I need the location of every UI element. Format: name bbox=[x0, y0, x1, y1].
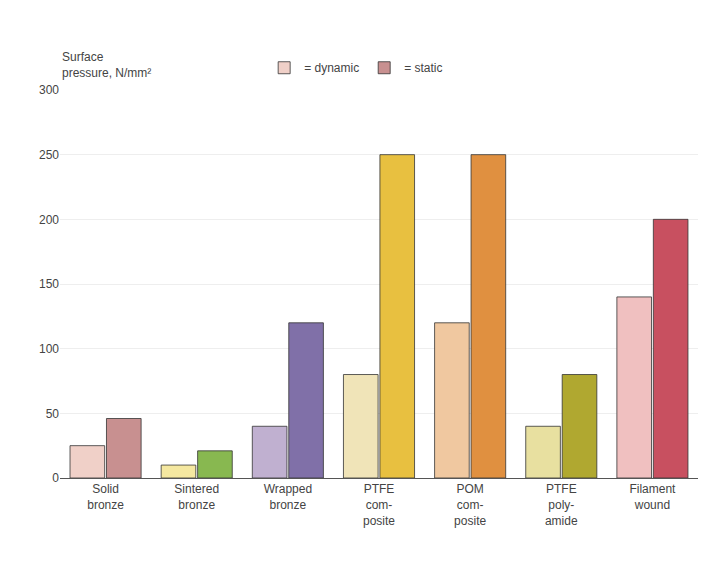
svg-text:POMcom-posite: POMcom-posite bbox=[454, 482, 486, 527]
svg-text:Filamentwound: Filamentwound bbox=[629, 482, 676, 512]
svg-text:= static: = static bbox=[404, 61, 442, 75]
svg-text:Solidbronze: Solidbronze bbox=[87, 482, 124, 512]
svg-text:Surfacepressure, N/mm²: Surfacepressure, N/mm² bbox=[62, 50, 151, 80]
svg-text:100: 100 bbox=[39, 342, 59, 356]
svg-text:200: 200 bbox=[39, 213, 59, 227]
svg-text:0: 0 bbox=[52, 471, 59, 485]
svg-text:50: 50 bbox=[46, 407, 60, 421]
svg-text:Wrappedbronze: Wrappedbronze bbox=[264, 482, 312, 512]
svg-text:300: 300 bbox=[39, 83, 59, 97]
svg-text:Sinteredbronze: Sinteredbronze bbox=[174, 482, 219, 512]
svg-text:PTFEpoly-amide: PTFEpoly-amide bbox=[545, 482, 578, 527]
svg-text:250: 250 bbox=[39, 148, 59, 162]
svg-text:150: 150 bbox=[39, 277, 59, 291]
svg-text:= dynamic: = dynamic bbox=[304, 61, 359, 75]
svg-text:PTFEcom-posite: PTFEcom-posite bbox=[363, 482, 395, 527]
